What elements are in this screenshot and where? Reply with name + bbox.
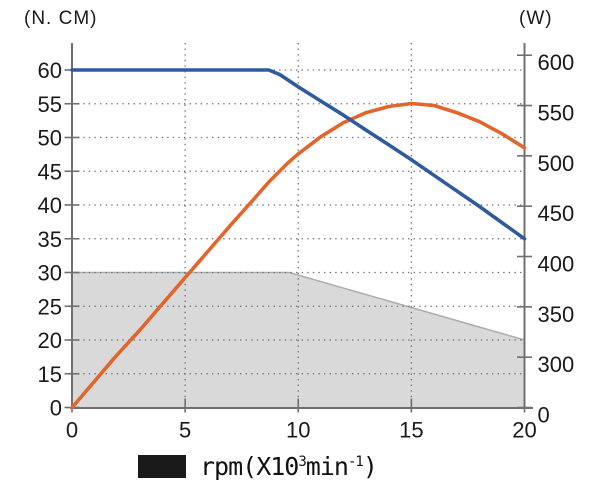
safe-operating-area-edge — [72, 271, 525, 341]
left-axis-tick-label: 60 — [38, 58, 62, 83]
x-axis-tick-label: 10 — [286, 418, 310, 443]
x-axis-label-exponent: 3 — [298, 454, 307, 470]
left-axis-tick-label: 15 — [38, 362, 62, 387]
x-axis-label-mid: min — [305, 452, 349, 481]
right-axis-tick-label: 350 — [538, 302, 575, 327]
x-axis-tick-label: 5 — [179, 418, 191, 443]
left-axis-tick-label: 20 — [38, 328, 62, 353]
right-axis-tick-label: 500 — [538, 151, 575, 176]
x-axis-label: rpm(X103min-1) — [200, 452, 378, 481]
left-axis-tick-label: 45 — [38, 159, 62, 184]
right-axis-tick-label: 600 — [538, 50, 575, 75]
torque-line — [70, 68, 527, 241]
x-axis-tick-label: 15 — [399, 418, 423, 443]
left-axis-tick-label: 50 — [38, 126, 62, 151]
left-axis-tick-label: 0 — [50, 396, 62, 421]
left-axis-tick-label: 30 — [38, 261, 62, 286]
legend-swatch — [138, 455, 186, 478]
x-axis-tick-label: 0 — [66, 418, 78, 443]
right-axis-tick-label: 450 — [538, 201, 575, 226]
x-axis-label-suffix: ) — [362, 452, 378, 481]
right-axis-tick-label: 0 — [538, 403, 550, 428]
left-axis-tick-label: 55 — [38, 92, 62, 117]
x-axis-tick-label: 20 — [512, 418, 536, 443]
left-axis-tick-label: 25 — [38, 294, 62, 319]
right-axis-tick-label: 400 — [538, 252, 575, 277]
right-axis-unit-label: (W) — [519, 8, 553, 29]
x-axis-legend: rpm(X103min-1) — [138, 452, 378, 481]
left-axis-tick-label: 35 — [38, 227, 62, 252]
right-axis-tick-label: 300 — [538, 352, 575, 377]
x-axis-label-exponent2: -1 — [347, 454, 364, 470]
x-axis-label-prefix: rpm(X10 — [200, 452, 299, 481]
left-axis-tick-label: 40 — [38, 193, 62, 218]
left-axis-unit-label: (N. CM) — [24, 8, 98, 29]
output-power-line — [70, 101, 527, 410]
right-axis-tick-label: 550 — [538, 101, 575, 126]
